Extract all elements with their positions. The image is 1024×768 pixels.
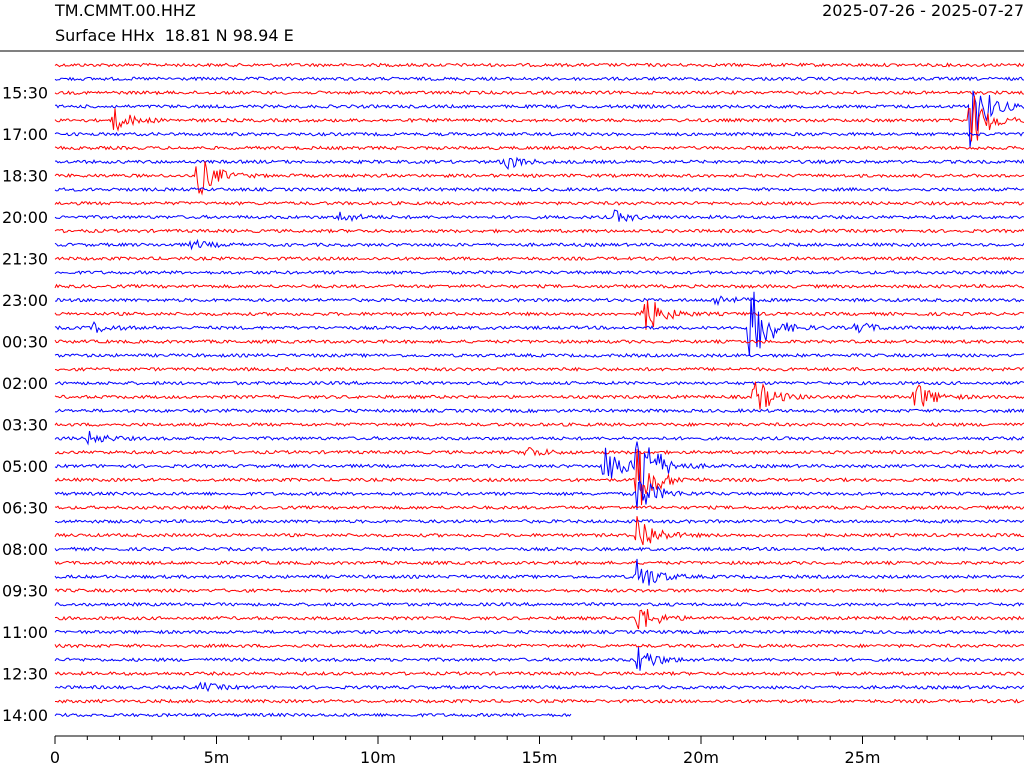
trace-row-2 bbox=[54, 76, 1024, 82]
y-tick-label: 06:30 bbox=[2, 499, 48, 518]
trace-row-6 bbox=[54, 131, 1024, 137]
trace-row-12 bbox=[54, 209, 1024, 223]
trace-row-10 bbox=[54, 186, 1024, 193]
trace-row-31 bbox=[54, 449, 1024, 506]
trace-row-29 bbox=[55, 447, 1024, 457]
trace-row-46 bbox=[54, 681, 1024, 693]
trace-row-11 bbox=[54, 200, 1024, 206]
trace-row-38 bbox=[54, 558, 1024, 586]
trace-row-19 bbox=[54, 300, 1024, 330]
trace-row-37 bbox=[54, 560, 1024, 566]
trace-row-43 bbox=[54, 643, 1024, 649]
y-tick-label: 18:30 bbox=[2, 167, 48, 186]
y-tick-label: 09:30 bbox=[2, 582, 48, 601]
trace-row-48 bbox=[54, 712, 572, 718]
trace-row-4 bbox=[54, 90, 1024, 148]
trace-row-17 bbox=[54, 283, 1024, 289]
trace-row-5 bbox=[54, 95, 1024, 142]
trace-row-47 bbox=[55, 698, 1024, 704]
trace-row-15 bbox=[54, 255, 1024, 262]
trace-row-27 bbox=[54, 421, 1024, 428]
trace-row-44 bbox=[54, 647, 1024, 671]
date-range: 2025-07-26 - 2025-07-27 bbox=[822, 1, 1024, 20]
trace-row-23 bbox=[54, 366, 1024, 372]
y-tick-label: 23:00 bbox=[2, 291, 48, 310]
y-tick-label: 15:30 bbox=[2, 84, 48, 103]
x-tick-label: 20m bbox=[683, 748, 719, 767]
trace-row-3 bbox=[54, 90, 1024, 96]
y-tick-label: 14:00 bbox=[2, 706, 48, 725]
x-tick-label: 25m bbox=[845, 748, 881, 767]
trace-row-28 bbox=[54, 430, 1024, 446]
y-tick-label: 21:30 bbox=[2, 250, 48, 269]
trace-row-16 bbox=[54, 269, 1024, 276]
y-tick-label: 02:00 bbox=[2, 374, 48, 393]
trace-row-1 bbox=[54, 62, 1024, 68]
x-tick-label: 0 bbox=[50, 748, 60, 767]
y-tick-label: 00:30 bbox=[2, 333, 48, 352]
trace-row-40 bbox=[54, 601, 1024, 607]
trace-row-21 bbox=[54, 338, 1024, 345]
trace-row-9 bbox=[54, 161, 1024, 196]
trace-row-35 bbox=[54, 516, 1024, 546]
trace-row-30 bbox=[54, 441, 1024, 496]
x-axis: 0 5m 10m 15m 20m 25m bbox=[50, 736, 1024, 767]
y-tick-label: 03:30 bbox=[2, 416, 48, 435]
trace-row-41 bbox=[54, 609, 1024, 630]
trace-row-14 bbox=[54, 238, 1024, 251]
trace-row-42 bbox=[54, 629, 1024, 635]
trace-row-18 bbox=[55, 295, 1024, 307]
trace-group bbox=[54, 62, 1024, 718]
y-tick-label: 20:00 bbox=[2, 208, 48, 227]
trace-row-33 bbox=[54, 504, 1024, 511]
trace-row-13 bbox=[54, 228, 1024, 234]
trace-row-7 bbox=[54, 145, 1024, 151]
trace-row-45 bbox=[54, 670, 1024, 677]
trace-row-22 bbox=[54, 352, 1024, 359]
x-tick-label: 15m bbox=[522, 748, 558, 767]
trace-row-32 bbox=[54, 481, 1024, 510]
trace-row-34 bbox=[54, 518, 1024, 524]
trace-row-8 bbox=[54, 156, 1024, 170]
y-tick-label: 17:00 bbox=[2, 125, 48, 144]
y-tick-label: 05:00 bbox=[2, 457, 48, 476]
trace-row-39 bbox=[54, 588, 1024, 594]
station-title: TM.CMMT.00.HHZ bbox=[55, 1, 196, 20]
x-tick-label: 5m bbox=[204, 748, 230, 767]
trace-row-24 bbox=[55, 380, 1024, 386]
station-subtitle: Surface HHx 18.81 N 98.94 E bbox=[55, 26, 294, 45]
trace-row-36 bbox=[54, 546, 1024, 552]
y-tick-label: 12:30 bbox=[2, 665, 48, 684]
trace-row-20 bbox=[54, 291, 1024, 356]
x-tick-label: 10m bbox=[360, 748, 396, 767]
y-tick-label: 08:00 bbox=[2, 540, 48, 559]
y-axis: 15:30 17:00 18:30 20:00 21:30 23:00 00:30 02:00… bbox=[2, 84, 48, 725]
trace-row-25 bbox=[54, 381, 1024, 410]
y-tick-label: 11:00 bbox=[2, 623, 48, 642]
trace-row-26 bbox=[54, 408, 1024, 414]
